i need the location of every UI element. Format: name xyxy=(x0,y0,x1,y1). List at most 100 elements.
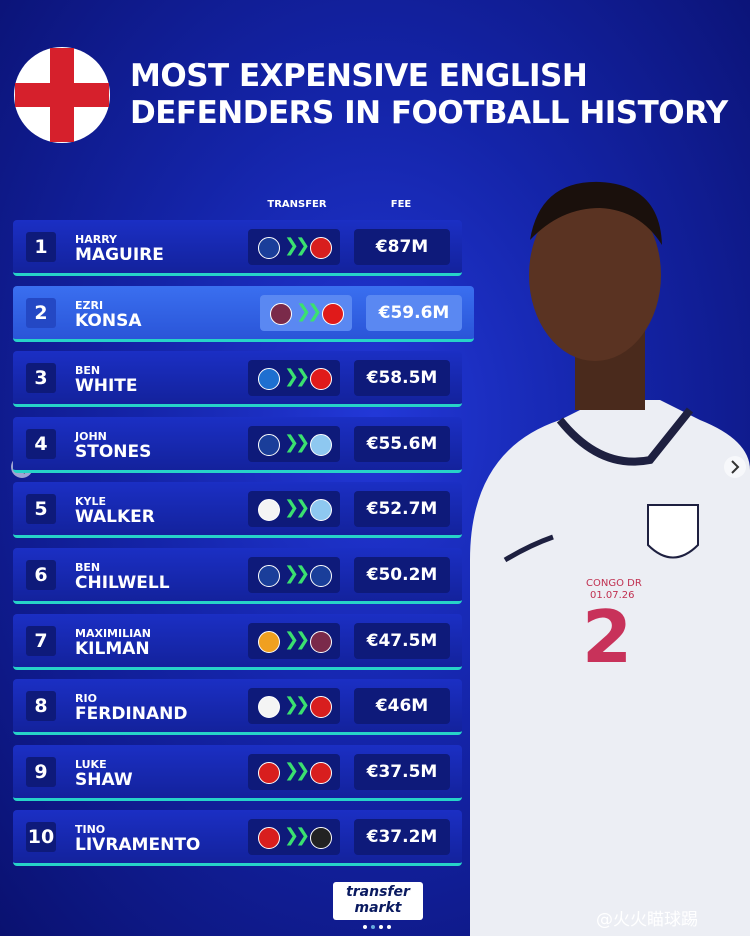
arrows: ❯❯ xyxy=(284,825,310,847)
last-name: CHILWELL xyxy=(75,573,170,593)
table-row: 7 MAXIMILIAN KILMAN ❯❯ €47.5M xyxy=(13,613,462,670)
last-name: STONES xyxy=(75,441,152,462)
rank: 3 xyxy=(26,363,56,394)
shirt-number: 2 xyxy=(582,595,633,679)
club-to xyxy=(322,302,344,325)
fee: €37.5M xyxy=(354,753,450,790)
transfer-icons: ❯❯ xyxy=(248,819,340,856)
transfer-icons: ❯❯ xyxy=(248,229,340,265)
last-name: LIVRAMENTO xyxy=(75,835,201,856)
club-from xyxy=(258,433,280,456)
shirt-text: CONGO DR xyxy=(586,578,642,589)
page-dot xyxy=(363,925,367,929)
club-to xyxy=(310,368,332,391)
page-dot xyxy=(387,925,391,929)
first-name: TINO xyxy=(75,823,106,837)
arrows: ❯❯ xyxy=(284,759,310,781)
transfer-icons: ❯❯ xyxy=(248,688,340,725)
arrows: ❯❯ xyxy=(296,300,322,322)
table-row: 1 HARRY MAGUIRE ❯❯ €87M xyxy=(13,220,462,276)
club-to xyxy=(310,565,332,587)
club-from xyxy=(258,827,280,850)
rank: 2 xyxy=(26,297,56,328)
club-from xyxy=(270,302,292,325)
rank: 8 xyxy=(26,691,56,722)
table-row: 10 TINO LIVRAMENTO ❯❯ €37.2M xyxy=(13,810,462,867)
last-name: KONSA xyxy=(75,310,142,331)
arrows: ❯❯ xyxy=(284,431,310,453)
page-dot xyxy=(379,925,383,929)
fee: €59.6M xyxy=(366,294,462,331)
fee: €55.6M xyxy=(354,425,450,462)
club-to xyxy=(310,237,332,259)
transfer-icons: ❯❯ xyxy=(260,294,352,331)
table-row: 9 LUKE SHAW ❯❯ €37.5M xyxy=(13,744,462,801)
club-to xyxy=(310,433,332,456)
player-photo xyxy=(470,181,750,936)
rank: 10 xyxy=(26,822,56,853)
transfer-icons: ❯❯ xyxy=(248,753,340,790)
arrows: ❯❯ xyxy=(284,563,310,584)
nav-next[interactable] xyxy=(724,456,746,478)
club-from xyxy=(258,630,280,653)
club-from xyxy=(258,237,280,259)
table-row: 2 EZRI KONSA ❯❯ €59.6M xyxy=(13,285,474,342)
table-row: 6 BEN CHILWELL ❯❯ €50.2M xyxy=(13,548,462,604)
arrows: ❯❯ xyxy=(284,694,310,716)
logo-text: markt xyxy=(354,900,402,916)
fee: €87M xyxy=(354,229,450,265)
nav-next-icon xyxy=(731,460,740,474)
arrows: ❯❯ xyxy=(284,628,310,650)
club-from xyxy=(258,565,280,587)
first-name: EZRI xyxy=(75,298,104,312)
last-name: WHITE xyxy=(75,376,138,397)
club-from xyxy=(258,499,280,522)
fee: €46M xyxy=(354,688,450,725)
flag-cross xyxy=(15,83,109,107)
shirt-date: 01.07.26 xyxy=(590,590,635,601)
transfer-icons: ❯❯ xyxy=(248,622,340,659)
first-name: KYLE xyxy=(75,495,107,509)
fee: €52.7M xyxy=(354,491,450,528)
table-row: 3 BEN WHITE ❯❯ €58.5M xyxy=(13,351,462,408)
rank: 4 xyxy=(26,428,56,459)
club-from xyxy=(258,761,280,784)
last-name: WALKER xyxy=(75,507,155,528)
fee: €58.5M xyxy=(354,360,450,397)
rank: 9 xyxy=(26,756,56,787)
club-to xyxy=(310,499,332,522)
watermark: @火火瞄球踢 xyxy=(596,910,698,930)
arrows: ❯❯ xyxy=(284,366,310,388)
first-name: MAXIMILIAN xyxy=(75,626,151,640)
club-from xyxy=(258,696,280,719)
rank: 5 xyxy=(26,494,56,525)
rank: 7 xyxy=(26,625,56,656)
first-name: HARRY xyxy=(75,233,118,246)
logo-text: transfer xyxy=(346,884,410,900)
arrows: ❯❯ xyxy=(284,235,310,256)
page-dot xyxy=(371,925,375,929)
last-name: FERDINAND xyxy=(75,704,188,725)
club-to xyxy=(310,630,332,653)
fee: €47.5M xyxy=(354,622,450,659)
arrows: ❯❯ xyxy=(284,497,310,519)
transfer-icons: ❯❯ xyxy=(248,557,340,593)
transfer-icons: ❯❯ xyxy=(248,425,340,462)
fee: €37.2M xyxy=(354,819,450,856)
last-name: MAGUIRE xyxy=(75,245,164,265)
table-row: 4 JOHN STONES ❯❯ €55.6M xyxy=(13,416,462,473)
rank: 6 xyxy=(26,560,56,590)
column-header: FEE xyxy=(390,199,412,210)
club-to xyxy=(310,696,332,719)
last-name: KILMAN xyxy=(75,638,150,659)
rank: 1 xyxy=(26,232,56,262)
first-name: RIO xyxy=(75,692,97,706)
first-name: BEN xyxy=(75,561,101,574)
first-name: BEN xyxy=(75,364,101,378)
title: MOST EXPENSIVE ENGLISH xyxy=(130,58,588,94)
logo-box xyxy=(333,882,423,920)
club-to xyxy=(310,761,332,784)
table-row: 8 RIO FERDINAND ❯❯ €46M xyxy=(13,679,462,736)
